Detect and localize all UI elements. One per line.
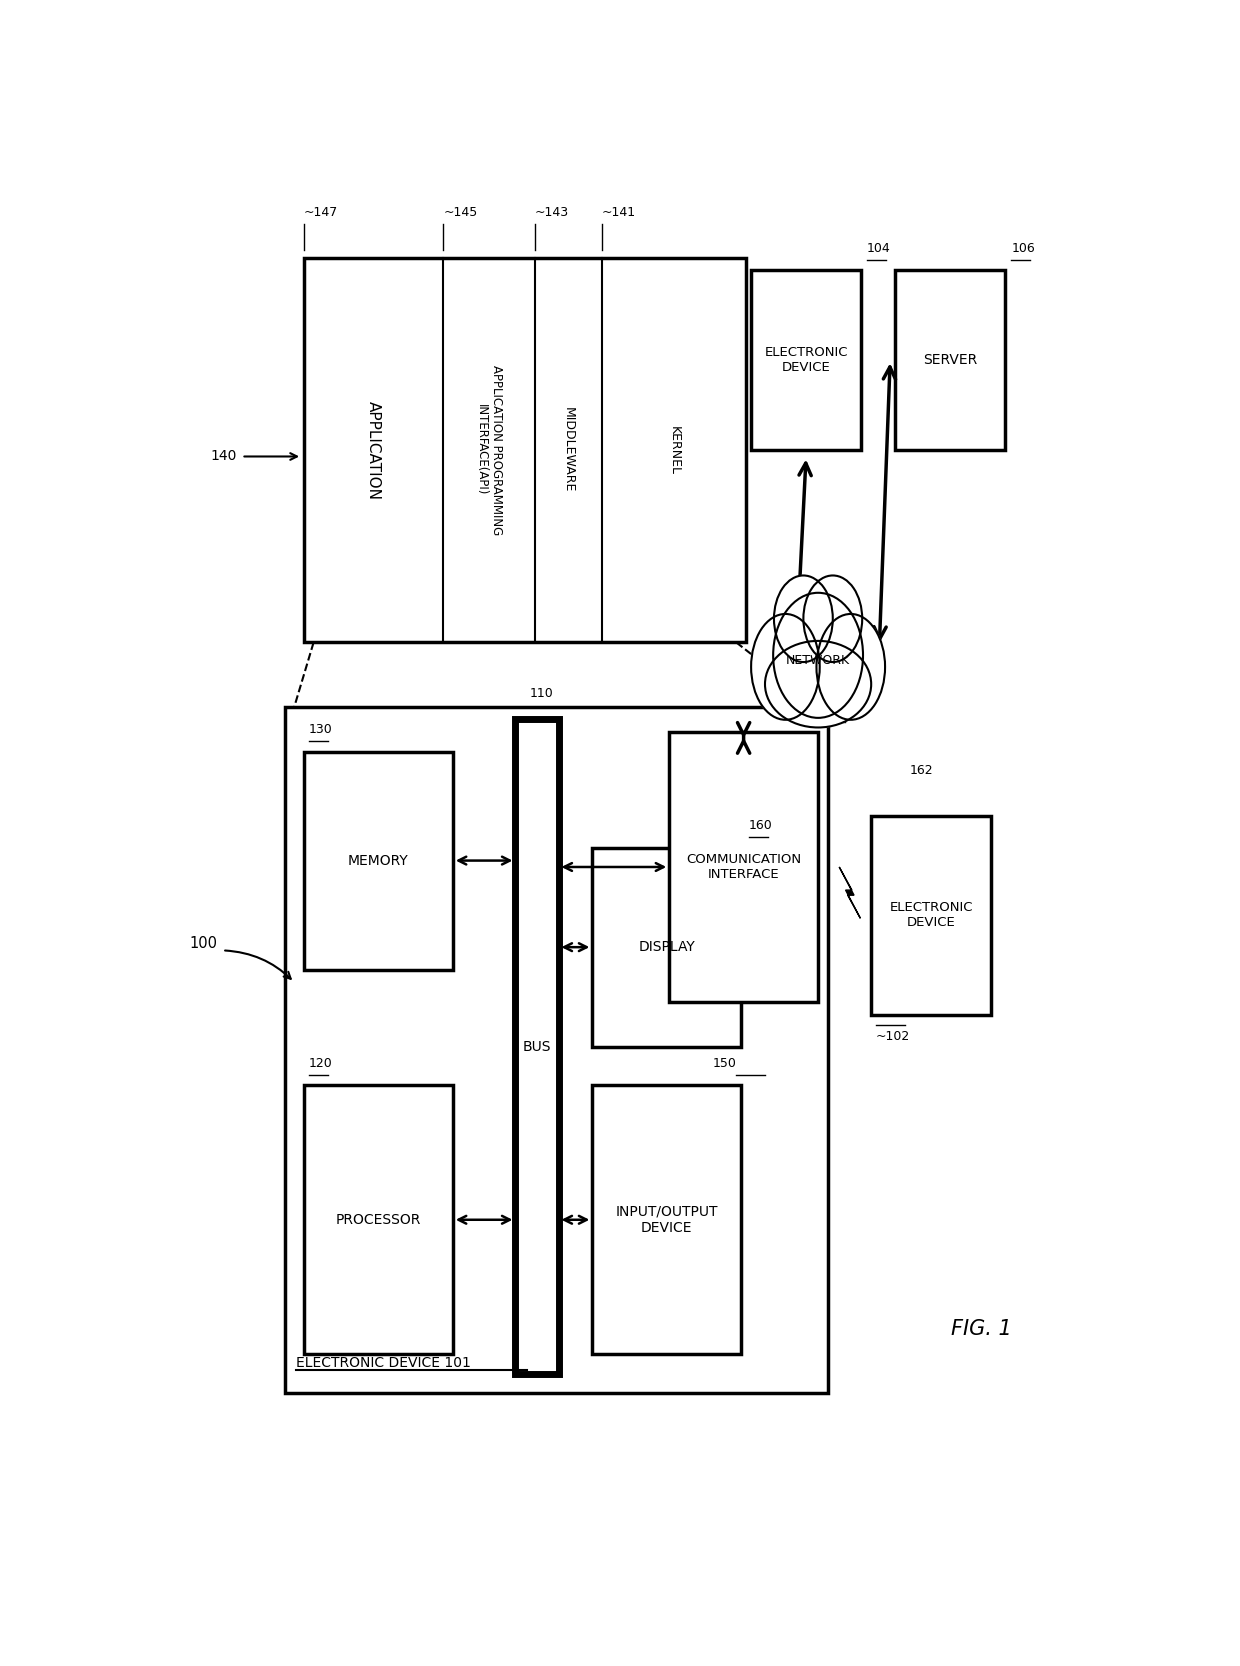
Text: SERVER: SERVER xyxy=(923,353,977,367)
Text: 140: 140 xyxy=(211,450,237,463)
Text: ~164: ~164 xyxy=(828,700,862,713)
Text: 130: 130 xyxy=(309,723,332,736)
Text: MIDDLEWARE: MIDDLEWARE xyxy=(562,408,574,493)
Text: APPLICATION PROGRAMMING
INTERFACE(API): APPLICATION PROGRAMMING INTERFACE(API) xyxy=(475,365,503,535)
Text: 150: 150 xyxy=(713,1056,737,1070)
FancyBboxPatch shape xyxy=(285,706,828,1393)
Text: 170: 170 xyxy=(826,705,849,716)
FancyBboxPatch shape xyxy=(304,751,453,970)
Text: MEMORY: MEMORY xyxy=(348,853,409,868)
Text: ~145: ~145 xyxy=(444,207,477,220)
FancyBboxPatch shape xyxy=(304,1085,453,1354)
Ellipse shape xyxy=(774,593,863,718)
Text: ~143: ~143 xyxy=(534,207,569,220)
Text: NETWORK: NETWORK xyxy=(786,653,851,666)
Text: 106: 106 xyxy=(1012,242,1035,255)
Ellipse shape xyxy=(816,615,885,720)
Text: 162: 162 xyxy=(909,765,932,778)
Text: ELECTRONIC
DEVICE: ELECTRONIC DEVICE xyxy=(889,901,972,930)
Ellipse shape xyxy=(804,575,862,661)
Text: ELECTRONIC DEVICE 101: ELECTRONIC DEVICE 101 xyxy=(296,1356,471,1369)
Text: ~141: ~141 xyxy=(601,207,636,220)
FancyBboxPatch shape xyxy=(516,720,558,1374)
Text: 120: 120 xyxy=(309,1056,332,1070)
FancyBboxPatch shape xyxy=(304,258,746,643)
Ellipse shape xyxy=(765,641,872,728)
Text: INPUT/OUTPUT
DEVICE: INPUT/OUTPUT DEVICE xyxy=(615,1205,718,1235)
Text: FIG. 1: FIG. 1 xyxy=(951,1319,1012,1339)
Text: 104: 104 xyxy=(867,242,890,255)
Ellipse shape xyxy=(751,615,820,720)
Text: DISPLAY: DISPLAY xyxy=(639,940,696,955)
Text: ELECTRONIC
DEVICE: ELECTRONIC DEVICE xyxy=(764,347,848,375)
FancyBboxPatch shape xyxy=(593,1085,742,1354)
FancyBboxPatch shape xyxy=(593,848,742,1046)
Text: ~147: ~147 xyxy=(304,207,339,220)
FancyBboxPatch shape xyxy=(895,270,1006,450)
FancyBboxPatch shape xyxy=(751,270,862,450)
FancyBboxPatch shape xyxy=(670,733,818,1001)
Polygon shape xyxy=(839,866,861,918)
Text: COMMUNICATION
INTERFACE: COMMUNICATION INTERFACE xyxy=(686,853,801,881)
Text: PROCESSOR: PROCESSOR xyxy=(336,1213,422,1226)
FancyBboxPatch shape xyxy=(870,816,991,1015)
Text: ~102: ~102 xyxy=(875,1030,910,1043)
Ellipse shape xyxy=(774,575,833,661)
Text: 100: 100 xyxy=(190,936,217,951)
Text: BUS: BUS xyxy=(523,1040,552,1053)
Text: APPLICATION: APPLICATION xyxy=(366,400,381,500)
Text: 110: 110 xyxy=(529,686,554,700)
Text: 160: 160 xyxy=(749,820,773,833)
Text: KERNEL: KERNEL xyxy=(667,425,681,475)
